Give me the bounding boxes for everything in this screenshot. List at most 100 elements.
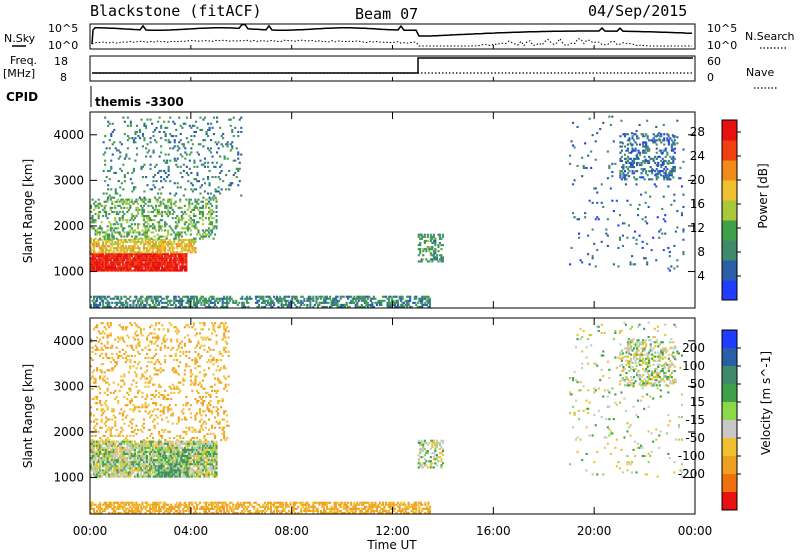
echo-cell xyxy=(141,265,144,268)
echo-cell xyxy=(147,210,150,213)
echo-cell xyxy=(96,269,99,272)
echo-cell xyxy=(197,221,200,224)
echo-cell xyxy=(102,249,105,252)
echo-cell xyxy=(102,231,105,234)
echo-cell xyxy=(106,257,109,260)
echo-cell xyxy=(117,269,120,272)
echo-cell xyxy=(150,269,153,272)
echo-cell xyxy=(167,255,170,258)
echo-cell xyxy=(673,244,676,247)
echo-cell xyxy=(112,267,115,270)
echo-cell xyxy=(199,159,202,162)
echo-cell xyxy=(673,143,676,146)
echo-cell xyxy=(192,457,196,460)
echo-cell xyxy=(111,153,114,156)
nsearch-trace xyxy=(91,37,692,47)
echo-cell xyxy=(649,139,652,142)
echo-cell xyxy=(149,265,152,268)
echo-cell xyxy=(142,452,146,455)
echo-cell xyxy=(142,243,146,246)
echo-cell xyxy=(636,135,639,138)
echo-cell xyxy=(198,455,202,458)
echo-cell xyxy=(102,348,105,351)
echo-cell xyxy=(189,198,192,201)
echo-cell xyxy=(217,301,220,304)
echo-cell xyxy=(672,161,675,164)
echo-cell xyxy=(180,219,183,222)
echo-cell xyxy=(124,265,127,268)
echo-cell xyxy=(171,253,174,256)
echo-cell xyxy=(657,170,660,173)
echo-cell xyxy=(168,440,171,443)
echo-cell xyxy=(146,247,149,250)
echo-cell xyxy=(120,446,123,449)
echo-cell xyxy=(117,434,120,437)
echo-cell xyxy=(141,465,144,468)
echo-cell xyxy=(191,440,194,443)
echo-cell xyxy=(144,198,147,201)
echo-cell xyxy=(144,461,147,464)
echo-cell xyxy=(224,301,227,304)
echo-cell xyxy=(309,301,312,304)
echo-cell xyxy=(425,250,428,253)
echo-cell xyxy=(211,457,214,460)
echo-cell xyxy=(100,371,103,374)
echo-cell xyxy=(283,295,286,298)
echo-cell xyxy=(99,263,102,266)
echo-cell xyxy=(135,334,138,337)
echo-cell xyxy=(94,455,97,458)
echo-cell xyxy=(206,198,209,201)
echo-cell xyxy=(648,161,651,164)
echo-cell xyxy=(187,180,190,183)
echo-cell xyxy=(135,263,138,266)
echo-cell xyxy=(139,253,143,256)
echo-cell xyxy=(124,471,127,474)
echo-cell xyxy=(188,167,191,170)
echo-cell xyxy=(194,130,198,133)
echo-cell xyxy=(211,301,214,304)
echo-cell xyxy=(141,145,145,148)
echo-cell xyxy=(129,238,132,241)
echo-cell xyxy=(99,375,102,378)
echo-cell xyxy=(369,305,372,308)
echo-cell xyxy=(91,371,94,374)
echo-cell xyxy=(113,171,116,174)
echo-cell xyxy=(144,233,147,236)
echo-cell xyxy=(437,246,440,249)
echo-cell xyxy=(152,149,155,152)
echo-cell xyxy=(306,305,309,308)
echo-cell xyxy=(121,475,124,478)
echo-cell xyxy=(188,245,191,248)
echo-cell xyxy=(203,442,206,445)
echo-cell xyxy=(149,475,152,478)
echo-cell xyxy=(158,208,161,211)
echo-cell xyxy=(164,229,167,232)
echo-cell xyxy=(205,133,208,136)
echo-cell xyxy=(647,205,650,208)
echo-cell xyxy=(419,241,422,244)
echo-cell xyxy=(126,241,129,244)
echo-cell xyxy=(112,440,115,443)
echo-cell xyxy=(105,192,108,195)
echo-cell xyxy=(138,475,141,478)
echo-cell xyxy=(619,159,622,162)
echo-cell xyxy=(209,208,212,211)
echo-cell xyxy=(300,295,303,298)
echo-cell xyxy=(97,261,100,264)
echo-cell xyxy=(111,450,114,453)
echo-cell xyxy=(146,233,149,236)
echo-cell xyxy=(194,227,197,230)
echo-cell xyxy=(99,446,102,449)
echo-cell xyxy=(207,161,210,164)
echo-cell xyxy=(636,164,639,167)
echo-cell xyxy=(90,463,93,466)
echo-cell xyxy=(164,135,167,138)
echo-cell xyxy=(156,249,159,252)
echo-cell xyxy=(96,471,99,474)
echo-cell xyxy=(149,295,152,298)
echo-cell xyxy=(133,237,137,240)
echo-cell xyxy=(159,269,162,272)
echo-cell xyxy=(235,167,238,170)
echo-cell xyxy=(106,340,109,343)
echo-cell xyxy=(146,265,149,268)
